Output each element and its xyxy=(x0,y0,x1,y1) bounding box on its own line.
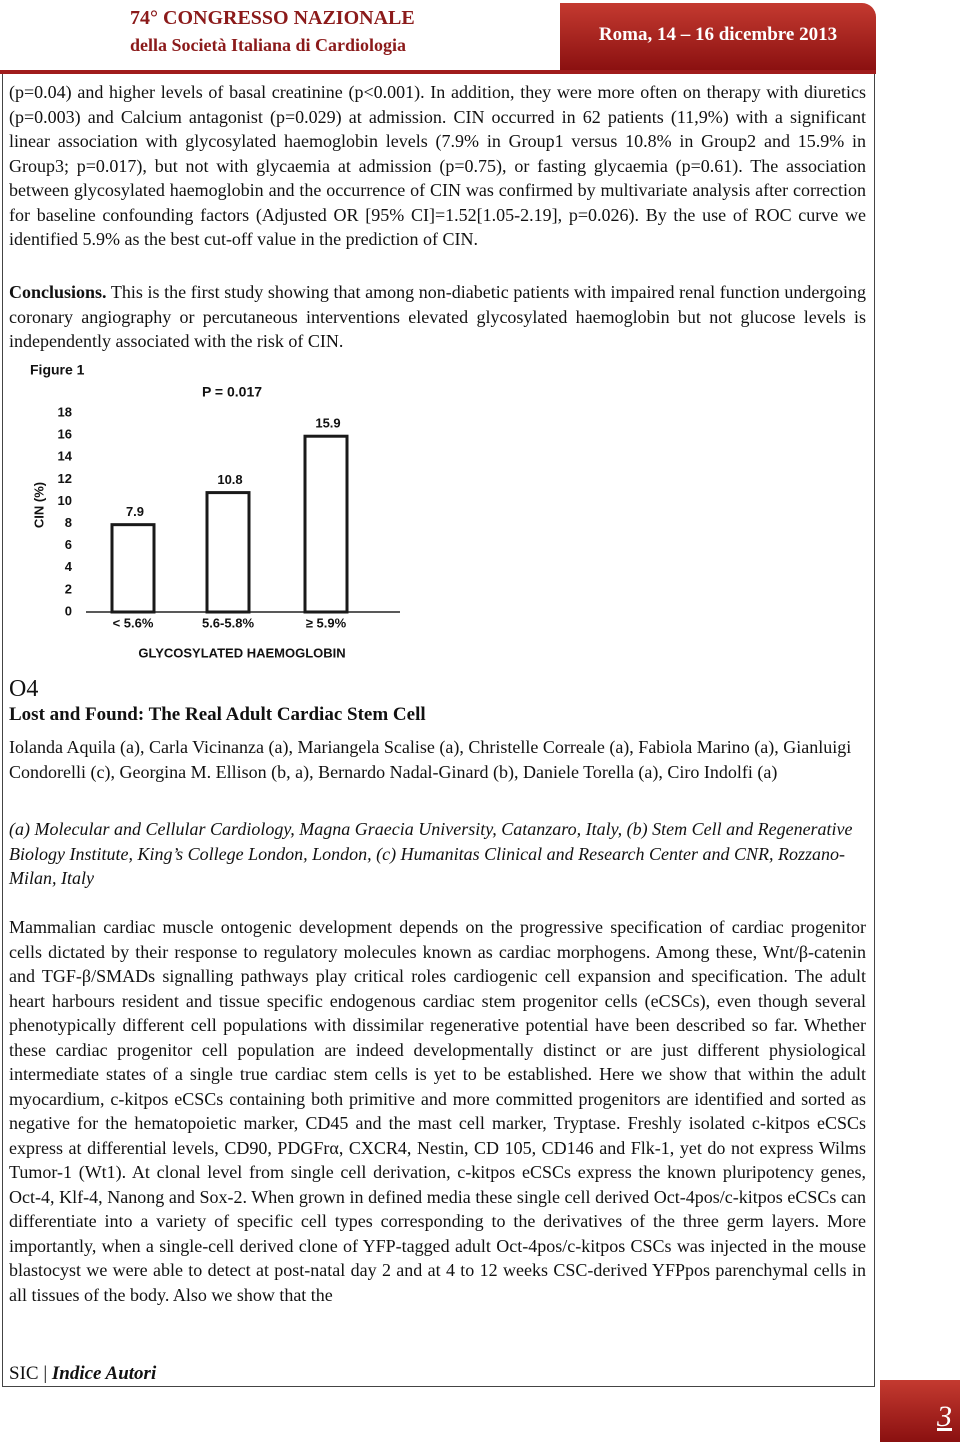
x-axis-label: GLYCOSYLATED HAEMOGLOBIN xyxy=(138,645,345,660)
value-label: 7.9 xyxy=(126,504,144,519)
page-badge xyxy=(880,1380,960,1442)
y-tick-label: 4 xyxy=(65,559,73,574)
conclusions-text: This is the first study showing that amo… xyxy=(9,282,866,351)
x-tick-label: < 5.6% xyxy=(113,615,154,630)
abstract-title: Lost and Found: The Real Adult Cardiac S… xyxy=(9,704,426,725)
congress-title: 74° CONGRESSO NAZIONALE xyxy=(130,7,415,29)
y-tick-label: 8 xyxy=(65,515,72,530)
conclusions-label: Conclusions. xyxy=(9,282,107,302)
y-tick-label: 2 xyxy=(65,581,72,596)
abstract-code: O4 xyxy=(9,676,39,702)
society-title: della Società Italiana di Cardiologia xyxy=(130,35,407,55)
bar xyxy=(110,523,156,614)
value-label: 10.8 xyxy=(217,472,242,487)
chart-title: P = 0.017 xyxy=(202,384,262,400)
y-tick-label: 6 xyxy=(65,537,72,552)
bar xyxy=(205,491,251,614)
date-band xyxy=(560,3,876,71)
figure-label: Figure 1 xyxy=(30,362,85,378)
y-tick-label: 18 xyxy=(58,404,72,419)
authors: Iolanda Aquila (a), Carla Vicinanza (a),… xyxy=(9,737,852,782)
dates: Roma, 14 – 16 dicembre 2013 xyxy=(598,24,838,45)
y-tick-label: 10 xyxy=(58,493,72,508)
abstract-body: Mammalian cardiac muscle ontogenic devel… xyxy=(9,917,866,1305)
bar xyxy=(303,434,349,614)
footer: SIC | Indice Autori xyxy=(9,1363,156,1385)
y-tick-label: 14 xyxy=(58,449,73,464)
y-tick-label: 16 xyxy=(58,427,72,442)
chart: Figure 1 P = 0.017 CIN (%) GLYCOSYLATED … xyxy=(30,362,400,660)
y-tick-label: 12 xyxy=(58,471,72,486)
x-tick-label: 5.6-5.8% xyxy=(202,615,254,630)
content-frame xyxy=(2,74,875,1387)
affiliations: (a) Molecular and Cellular Cardiology, M… xyxy=(9,819,853,888)
y-axis-label: CIN (%) xyxy=(31,482,46,528)
y-tick-label: 0 xyxy=(65,603,72,618)
results-paragraph: (p=0.04) and higher levels of basal crea… xyxy=(9,82,866,249)
footer-society: SIC | xyxy=(9,1363,48,1384)
conclusions-paragraph: Conclusions. This is the first study sho… xyxy=(9,280,866,354)
index-link[interactable]: Indice Autori xyxy=(51,1363,157,1384)
page-number: 3 xyxy=(937,1400,952,1433)
value-label: 15.9 xyxy=(315,416,340,431)
x-tick-label: ≥ 5.9% xyxy=(306,615,347,630)
header-rule xyxy=(0,70,876,74)
